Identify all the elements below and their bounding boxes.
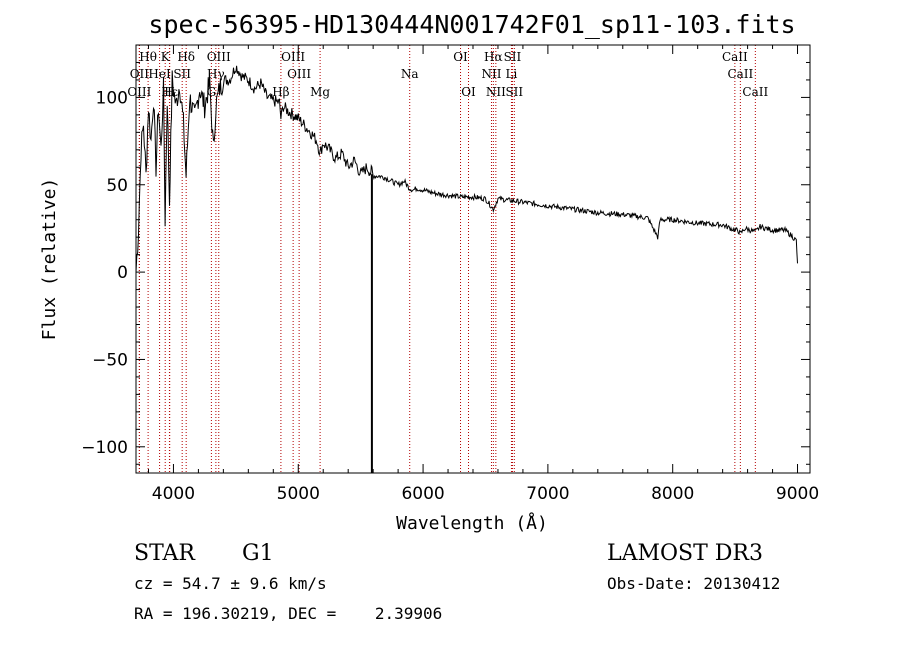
emission-line-label: OI: [453, 50, 468, 64]
emission-line-label: Na: [401, 67, 419, 81]
emission-line-label: Hα: [484, 50, 503, 64]
emission-line-label: Hθ: [139, 50, 157, 64]
emission-line-label: H: [164, 85, 174, 99]
emission-line-label: OII: [130, 67, 150, 81]
emission-line-label: Mg: [310, 85, 330, 99]
survey-name: LAMOST DR3: [607, 541, 763, 566]
object-type: STAR: [134, 541, 196, 566]
y-tick-label: 0: [117, 263, 128, 283]
emission-line-label: CaII: [727, 67, 753, 81]
emission-line-label: Hδ: [177, 50, 195, 64]
x-tick-label: 5000: [277, 484, 320, 504]
y-tick-label: −50: [92, 350, 128, 370]
emission-line-label: OIII: [207, 50, 231, 64]
emission-line-label: CaII: [742, 85, 768, 99]
observation-date: Obs-Date: 20130412: [607, 574, 780, 593]
redshift-velocity: cz = 54.7 ± 9.6 km/s: [134, 574, 327, 593]
emission-line-label: CaII: [722, 50, 748, 64]
chart-title: spec-56395-HD130444N001742F01_sp11-103.f…: [148, 10, 795, 39]
emission-line-label: OIII: [287, 67, 311, 81]
emission-line-label: K: [161, 50, 171, 64]
emission-line-label: G: [207, 85, 217, 99]
emission-line-label: Li: [506, 67, 518, 81]
x-axis-label: Wavelength (Å): [396, 512, 548, 534]
spectrum-line: [135, 65, 798, 273]
ra-dec-coordinates: RA = 196.30219, DEC = 2.39906: [134, 604, 442, 623]
x-axis-ticks: 4000 5000 6000 7000 8000 9000: [147, 45, 819, 504]
emission-line-label: OIII: [281, 50, 305, 64]
emission-line-label: Hβ: [272, 85, 289, 99]
x-tick-label: 9000: [776, 484, 819, 504]
emission-line-label: SII: [173, 67, 191, 81]
spectrum-series: [135, 65, 798, 473]
emission-line-label: OI: [461, 85, 476, 99]
y-tick-label: −100: [81, 438, 128, 458]
x-tick-label: 7000: [526, 484, 569, 504]
emission-lines: [138, 45, 756, 473]
emission-line-label: NII: [486, 85, 506, 99]
emission-line-label: HeI: [148, 67, 171, 81]
emission-line-label: SII: [504, 50, 522, 64]
emission-line-label: OIII: [127, 85, 151, 99]
emission-line-label: Hγ: [207, 67, 225, 81]
emission-line-label: SII: [505, 85, 523, 99]
x-tick-label: 4000: [152, 484, 195, 504]
x-tick-label: 8000: [651, 484, 694, 504]
subclass: G1: [242, 541, 274, 566]
y-axis-ticks: −100 −50 0 50 100: [81, 61, 810, 465]
y-tick-label: 100: [96, 88, 128, 108]
plot-frame: [135, 44, 811, 474]
x-tick-label: 6000: [401, 484, 444, 504]
y-tick-label: 50: [106, 176, 128, 196]
emission-line-label: NII: [481, 67, 501, 81]
y-axis-label: Flux (relative): [39, 178, 60, 341]
